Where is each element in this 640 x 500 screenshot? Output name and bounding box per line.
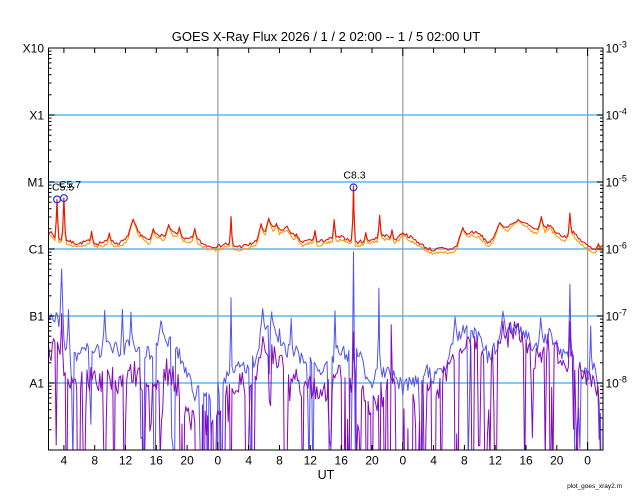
right-label-10e-3: 10-3 bbox=[606, 40, 627, 56]
x-tick-label: 0 bbox=[399, 454, 406, 468]
series-xray-short-secondary bbox=[48, 313, 601, 450]
x-tick-label: 12 bbox=[119, 454, 133, 468]
flare-label-C8.3: C8.3 bbox=[343, 169, 365, 181]
flare-peak-marker-C5.7 bbox=[59, 194, 68, 203]
flare-label-C5.5: C5.5 bbox=[52, 181, 74, 193]
series-xray-long-secondary bbox=[48, 185, 603, 255]
x-tick-label: 4 bbox=[430, 454, 437, 468]
right-label-10e-8: 10-8 bbox=[606, 375, 627, 391]
x-tick-label: 8 bbox=[276, 454, 283, 468]
axis-ticks bbox=[48, 47, 603, 451]
series-xray-short-primary bbox=[48, 251, 602, 450]
flare-markers: C5.5C5.7 C8.3 bbox=[52, 169, 366, 204]
flare-peak-marker-C8.3 bbox=[349, 183, 358, 192]
x-tick-label: 20 bbox=[365, 454, 379, 468]
right-label-10e-5: 10-5 bbox=[606, 174, 627, 190]
right-label-10e-4: 10-4 bbox=[606, 107, 627, 123]
x-tick-label: 0 bbox=[584, 454, 591, 468]
left-label-X10: X10 bbox=[23, 42, 45, 56]
flux-traces bbox=[48, 185, 603, 450]
x-tick-label: 8 bbox=[461, 454, 468, 468]
x-tick-label: 8 bbox=[91, 454, 98, 468]
left-label-B1: B1 bbox=[29, 310, 44, 324]
x-tick-label: 0 bbox=[215, 454, 222, 468]
x-axis-title: UT bbox=[318, 468, 335, 482]
left-label-X1: X1 bbox=[29, 109, 44, 123]
x-tick-label: 4 bbox=[245, 454, 252, 468]
x-tick-label: 20 bbox=[550, 454, 564, 468]
x-tick-label: 20 bbox=[180, 454, 194, 468]
flare-label-C5.7: C5.7 bbox=[59, 179, 81, 191]
horizontal-gridlines bbox=[48, 114, 603, 384]
x-tick-label: 12 bbox=[489, 454, 503, 468]
script-watermark: plot_goes_xray2.m bbox=[567, 483, 622, 490]
series-xray-long-primary bbox=[48, 185, 603, 252]
x-tick-label: 4 bbox=[61, 454, 68, 468]
x-tick-label: 12 bbox=[304, 454, 318, 468]
left-axis-flare-class-labels: X10 X1 M1 C1 B1 A1 bbox=[23, 42, 45, 391]
right-label-10e-7: 10-7 bbox=[606, 308, 627, 324]
right-axis-flux-labels: 10-3 10-4 10-5 10-6 10-7 10-8 bbox=[606, 40, 627, 391]
chart-title: GOES X-Ray Flux 2026 / 1 / 2 02:00 -- 1 … bbox=[172, 29, 481, 44]
x-tick-label: 16 bbox=[519, 454, 533, 468]
left-label-M1: M1 bbox=[27, 176, 44, 190]
right-label-10e-6: 10-6 bbox=[606, 241, 627, 257]
x-tick-label: 16 bbox=[150, 454, 164, 468]
x-axis-hour-labels: 4 8 12 16 20 0 4 8 12 16 20 0 4 8 12 16 20 0 bbox=[61, 454, 592, 468]
left-label-A1: A1 bbox=[29, 377, 44, 391]
x-tick-label: 16 bbox=[335, 454, 349, 468]
left-label-C1: C1 bbox=[29, 243, 45, 257]
